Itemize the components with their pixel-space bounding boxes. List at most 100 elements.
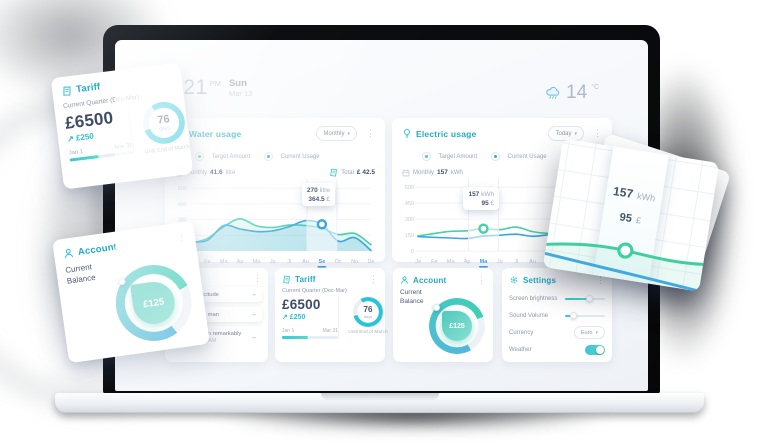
tariff-start: Jan 1 <box>282 328 295 334</box>
quarter-progress-bar <box>282 336 338 339</box>
balance-gauge: £125 <box>429 298 485 354</box>
balance-label: Current Balance <box>64 262 97 286</box>
radio-icon <box>491 152 501 161</box>
setting-label: Weather <box>509 346 532 353</box>
radio-icon <box>195 152 204 161</box>
kebab-menu-icon[interactable]: ⋮ <box>253 272 262 283</box>
legend-current[interactable]: Current Usage <box>264 145 320 163</box>
days-remaining-gauge: 76 days <box>353 297 383 327</box>
legend-target[interactable]: Target Amount <box>422 145 477 163</box>
tariff-delta: £250 <box>75 131 95 143</box>
clock: :21 PM Sun Mar 13 <box>177 76 252 100</box>
svg-text:300: 300 <box>178 218 187 224</box>
trend-up-icon: ↗ <box>282 314 288 321</box>
chart-tooltip: 157 kWh 95 £ <box>463 187 500 211</box>
kebab-menu-icon[interactable]: ⋮ <box>596 274 605 285</box>
tariff-footnote: Until End of March <box>348 330 388 335</box>
svg-text:600: 600 <box>405 185 414 191</box>
clock-time: :21 <box>177 76 208 99</box>
radio-icon <box>422 152 431 161</box>
svg-text:Ju: Ju <box>497 259 503 265</box>
svg-text:Ap: Ap <box>464 259 471 265</box>
days-remaining-gauge: 76 days <box>140 99 188 147</box>
weather-toggle[interactable] <box>585 344 605 355</box>
kebab-menu-icon[interactable]: ⋮ <box>477 274 486 285</box>
account-card: Account ⋮ Current Balance £125 <box>393 268 493 362</box>
clock-meridiem: PM <box>209 79 221 88</box>
currency-select[interactable]: Euro ▾ <box>573 326 605 339</box>
bulb-icon <box>402 128 412 139</box>
tariff-end: Mar 31 <box>322 328 338 334</box>
svg-text:Ma: Ma <box>480 259 489 265</box>
floating-account-card: Account ⋮ Current Balance £125 <box>52 220 210 364</box>
svg-text:Ma: Ma <box>220 259 229 265</box>
water-usage-card: Water usage Monthly ▾ ⋮ Target Amount Cu… <box>165 118 385 268</box>
svg-text:Fe: Fe <box>431 259 437 265</box>
total-label: Total <box>341 169 354 176</box>
period-label: Monthly <box>413 169 435 176</box>
receipt-icon <box>61 85 73 97</box>
period-unit: litre <box>225 169 236 176</box>
clock-date: Mar 13 <box>228 88 253 98</box>
svg-text:150: 150 <box>405 233 414 239</box>
balance-value: £125 <box>442 311 472 341</box>
kebab-menu-icon[interactable]: ⋮ <box>369 274 378 284</box>
card-title: Tariff <box>295 275 316 284</box>
svg-text:Ap: Ap <box>237 259 244 265</box>
rain-cloud-icon <box>545 86 562 100</box>
radio-icon <box>264 152 274 161</box>
tariff-start: Jan 1 <box>68 148 84 157</box>
tariff-subtitle: Current Quarter (Dec-Mar) <box>282 288 347 294</box>
person-icon <box>62 247 75 260</box>
chevron-down-icon: ▾ <box>347 130 350 137</box>
chart-tooltip: 270 litre 364.5 £ <box>301 183 336 207</box>
balance-gauge: £125 <box>110 260 197 346</box>
receipt-icon <box>329 168 338 177</box>
arrow-right-icon: → <box>250 311 257 318</box>
kebab-menu-icon[interactable]: ⋮ <box>593 128 602 138</box>
svg-text:400: 400 <box>178 202 187 208</box>
card-title: Settings <box>523 275 557 285</box>
chevron-down-icon: ▾ <box>595 329 598 336</box>
trend-up-icon: ↗ <box>66 133 75 144</box>
svg-text:0: 0 <box>411 249 414 255</box>
svg-text:Au: Au <box>529 259 536 265</box>
water-range-select[interactable]: Monthly ▾ <box>316 126 357 141</box>
svg-text:Jl: Jl <box>514 259 518 265</box>
total-value: £ 42.5 <box>356 169 375 176</box>
svg-text:Fe: Fe <box>204 259 210 265</box>
volume-slider[interactable] <box>565 312 605 320</box>
period-unit: kWh <box>450 169 463 176</box>
svg-text:De: De <box>367 259 374 265</box>
tariff-end: Mar 31 <box>114 142 133 152</box>
period-label: Monthly <box>186 169 208 176</box>
chevron-down-icon: ▾ <box>574 130 577 137</box>
kebab-menu-icon[interactable]: ⋮ <box>366 128 375 138</box>
tariff-delta: £250 <box>289 314 306 321</box>
legend-target[interactable]: Target Amount <box>195 145 250 163</box>
arrow-right-icon: → <box>250 334 257 341</box>
laptop-base <box>55 393 704 413</box>
card-title: Tariff <box>75 81 101 96</box>
floating-tariff-card: Tariff Current Quarter (Dec-Mar) £6500 ↗… <box>50 62 194 190</box>
legend-current[interactable]: Current Usage <box>491 145 547 163</box>
card-title: Account <box>77 241 118 258</box>
water-chart[interactable]: 200300400500JaFeMaApMaJuJlAuSeOcNoDe 270… <box>175 179 375 271</box>
chart-lines <box>542 242 707 292</box>
card-title: Account <box>413 275 447 285</box>
temperature-value: 14 <box>566 82 588 103</box>
kebab-menu-icon: ⋮ <box>176 231 187 243</box>
setting-label: Sound Volume <box>509 312 549 319</box>
svg-text:500: 500 <box>178 186 187 192</box>
svg-text:450: 450 <box>405 201 414 207</box>
svg-text:No: No <box>351 259 358 265</box>
clock-day: Sun <box>228 78 247 89</box>
tariff-card: Tariff ⋮ Current Quarter (Dec-Mar) £6500… <box>275 268 388 362</box>
settings-card: Settings ⋮ Screen brightness Sound Volum… <box>502 268 612 362</box>
brightness-slider[interactable] <box>565 295 605 303</box>
weather-widget: 14 °C <box>545 82 599 104</box>
card-title: Water usage <box>189 128 242 139</box>
setting-label: Screen brightness <box>509 295 558 302</box>
balance-label: Current Balance <box>400 289 424 305</box>
